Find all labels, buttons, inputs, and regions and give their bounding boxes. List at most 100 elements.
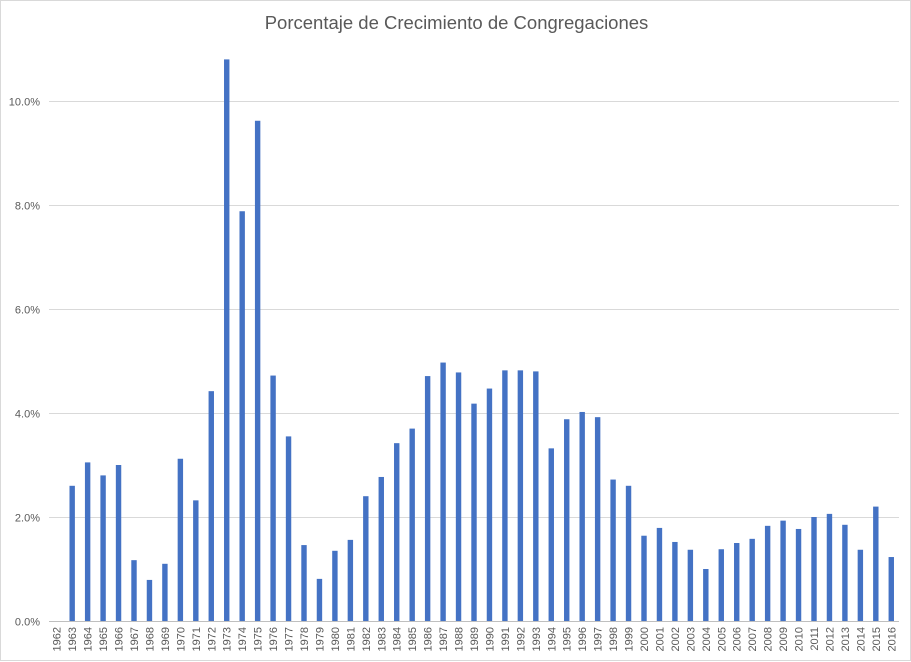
bar-1995	[564, 419, 570, 621]
x-tick-label: 1984	[392, 627, 404, 651]
x-tick-label: 1980	[330, 627, 342, 651]
x-tick-label: 1974	[237, 627, 249, 651]
bar-1977	[285, 436, 292, 621]
x-tick-label: 1986	[423, 627, 435, 651]
bar-1980	[332, 550, 338, 621]
bar-1998	[610, 479, 616, 621]
bar-2006	[734, 543, 740, 621]
bar-1989	[471, 403, 477, 621]
bar-2016	[888, 557, 894, 621]
x-tick-label: 2001	[654, 627, 666, 651]
bar-1996	[579, 411, 585, 621]
x-tick-label: 1990	[484, 627, 496, 651]
bar-2009	[780, 520, 786, 621]
bar-1966	[115, 465, 122, 621]
bar-2004	[703, 569, 709, 621]
x-tick-label: 2003	[685, 627, 697, 651]
x-tick-label: 2004	[701, 627, 713, 651]
x-tick-label: 2002	[670, 627, 682, 651]
x-tick-label: 1979	[314, 627, 326, 651]
bar-1965	[100, 475, 106, 621]
bar-2001	[656, 527, 663, 621]
x-tick-label: 1991	[500, 627, 512, 651]
chart-title: Porcentaje de Crecimiento de Congregacio…	[265, 12, 649, 33]
bar-1974	[239, 211, 245, 622]
x-tick-label: 1976	[268, 627, 280, 651]
x-tick-label: 1985	[407, 627, 419, 651]
x-tick-label: 1968	[144, 627, 156, 651]
bar-1971	[193, 500, 199, 621]
y-tick-label: 4.0%	[15, 409, 40, 421]
x-tick-label: 1970	[175, 627, 187, 651]
x-tick-label: 1997	[593, 627, 605, 651]
bar-2010	[795, 528, 802, 621]
x-tick-label: 1993	[531, 627, 543, 651]
x-tick-label: 1988	[454, 627, 466, 651]
x-tick-label: 2011	[809, 627, 821, 651]
bar-1985	[409, 428, 415, 621]
bar-1999	[625, 485, 632, 621]
bar-1973	[224, 59, 230, 621]
x-axis-ticks: 1962 1963 1964 1965 1966 1967 1968 1969 1970 1971…	[52, 627, 899, 651]
x-tick-label: 2006	[732, 627, 744, 651]
x-tick-label: 2012	[824, 627, 836, 651]
bar-1964	[84, 462, 91, 621]
bar-1969	[162, 563, 168, 621]
y-tick-label: 0.0%	[15, 617, 40, 629]
x-tick-label: 2014	[855, 627, 867, 651]
x-tick-label: 1981	[345, 627, 357, 651]
x-tick-label: 1966	[114, 627, 126, 651]
bar-1986	[424, 376, 431, 621]
x-tick-label: 1998	[608, 627, 620, 651]
y-tick-label: 2.0%	[15, 513, 40, 525]
x-tick-label: 1975	[253, 627, 265, 651]
bar-2012	[826, 513, 833, 621]
x-tick-label: 1972	[206, 627, 218, 651]
bars	[69, 59, 894, 622]
x-tick-label: 1971	[191, 627, 203, 651]
x-tick-label: 2005	[716, 627, 728, 651]
x-tick-label: 1995	[562, 627, 574, 651]
bar-1990	[486, 388, 493, 621]
x-tick-label: 2016	[886, 627, 898, 651]
bar-1963	[69, 485, 75, 621]
bar-1978	[301, 545, 307, 621]
bar-1987	[440, 362, 446, 621]
bar-2008	[764, 525, 771, 621]
bar-2015	[873, 506, 879, 621]
bar-1984	[394, 443, 400, 621]
bar-2003	[687, 549, 694, 621]
bar-2014	[857, 549, 864, 621]
x-tick-label: 2007	[747, 627, 759, 651]
x-tick-label: 2008	[763, 627, 775, 651]
x-tick-label: 1989	[469, 627, 481, 651]
gridlines	[49, 101, 899, 518]
x-tick-label: 1987	[438, 627, 450, 651]
x-tick-label: 1969	[160, 627, 172, 651]
x-tick-label: 2015	[871, 627, 883, 651]
bar-1994	[548, 448, 554, 621]
bar-2011	[811, 517, 817, 621]
x-tick-label: 1983	[376, 627, 388, 651]
bar-1968	[146, 579, 153, 621]
bar-1982	[363, 496, 369, 621]
x-tick-label: 1978	[299, 627, 311, 651]
y-axis-ticks: 0.0% 2.0% 4.0% 6.0% 8.0% 10.0%	[9, 97, 40, 629]
bar-1976	[270, 375, 276, 621]
x-tick-label: 2010	[794, 627, 806, 651]
x-tick-label: 2013	[840, 627, 852, 651]
bar-1970	[177, 458, 184, 621]
x-tick-label: 1996	[577, 627, 589, 651]
bar-1975	[254, 120, 261, 621]
x-tick-label: 2000	[639, 627, 651, 651]
x-tick-label: 1999	[624, 627, 636, 651]
bar-1979	[316, 578, 323, 621]
bar-1997	[594, 417, 601, 621]
bar-1967	[131, 560, 137, 621]
y-tick-label: 10.0%	[9, 97, 40, 109]
bar-1981	[347, 539, 354, 621]
bar-1991	[502, 370, 508, 621]
y-tick-label: 6.0%	[15, 305, 40, 317]
x-tick-label: 1963	[67, 627, 79, 651]
